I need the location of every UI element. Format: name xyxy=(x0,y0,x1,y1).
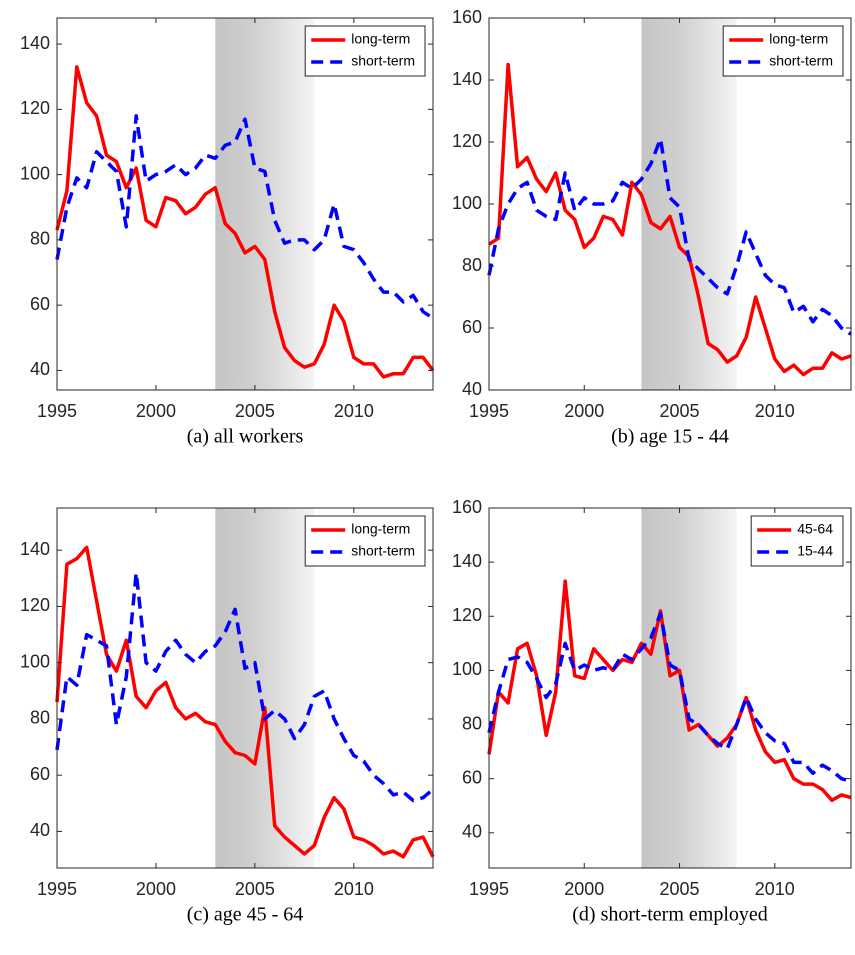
legend-label: short-term xyxy=(351,543,415,559)
x-tick-label: 2005 xyxy=(660,401,700,421)
x-tick-label: 2010 xyxy=(334,401,374,421)
axes-box xyxy=(56,17,434,391)
y-tick-label: 40 xyxy=(30,359,50,379)
series-line xyxy=(55,545,435,859)
y-tick-label: 140 xyxy=(20,539,50,559)
series-line xyxy=(55,65,435,379)
x-tick-label: 2000 xyxy=(136,401,176,421)
legend-box xyxy=(304,515,426,567)
legend-label: long-term xyxy=(769,31,828,47)
series-line xyxy=(487,579,852,803)
legend: 45-64 15-44 xyxy=(750,515,844,567)
y-tick-label: 160 xyxy=(452,7,482,27)
x-tick-label: 2010 xyxy=(755,401,795,421)
legend-label: 45-64 xyxy=(797,521,833,537)
x-tick-label: 2005 xyxy=(235,401,275,421)
x-tick-label: 2010 xyxy=(334,879,374,899)
y-tick-label: 40 xyxy=(30,820,50,840)
y-tick-label: 100 xyxy=(452,193,482,213)
x-tick-label: 2000 xyxy=(136,879,176,899)
caption: (a) all workers xyxy=(187,426,304,448)
y-tick-label: 80 xyxy=(30,229,50,249)
y-tick-label: 120 xyxy=(20,595,50,615)
series-line xyxy=(487,611,852,784)
x-tick-label: 2000 xyxy=(564,401,604,421)
y-tick-label: 140 xyxy=(452,69,482,89)
y-tick-label: 160 xyxy=(452,497,482,517)
x-tick-label: 2000 xyxy=(564,879,604,899)
legend: long-term short-term xyxy=(304,25,426,77)
y-tick-label: 40 xyxy=(462,379,482,399)
legend-box xyxy=(304,25,426,77)
y-tick-label: 140 xyxy=(20,33,50,53)
y-tick-label: 60 xyxy=(462,317,482,337)
axes-box xyxy=(56,507,434,869)
y-tick-label: 100 xyxy=(452,659,482,679)
y-tick-label: 80 xyxy=(462,713,482,733)
y-tick-label: 40 xyxy=(462,822,482,842)
y-tick-label: 60 xyxy=(462,767,482,787)
x-tick-label: 2005 xyxy=(235,879,275,899)
legend-box xyxy=(722,25,844,77)
legend-box xyxy=(750,515,844,567)
y-tick-label: 140 xyxy=(452,551,482,571)
shaded-period xyxy=(215,18,315,390)
y-tick-label: 60 xyxy=(30,764,50,784)
x-tick-label: 1995 xyxy=(469,879,509,899)
y-tick-label: 80 xyxy=(30,708,50,728)
y-tick-label: 120 xyxy=(452,131,482,151)
legend: long-term short-term xyxy=(304,515,426,567)
series-line xyxy=(487,137,852,336)
caption: (b) age 15 - 44 xyxy=(611,426,729,448)
series-line xyxy=(55,570,435,803)
legend-label: short-term xyxy=(351,53,415,69)
shaded-period xyxy=(641,18,737,390)
legend: long-term short-term xyxy=(722,25,844,77)
x-tick-label: 2005 xyxy=(660,879,700,899)
y-tick-label: 120 xyxy=(20,98,50,118)
caption: (c) age 45 - 64 xyxy=(187,904,304,926)
x-tick-label: 2010 xyxy=(755,879,795,899)
series-line xyxy=(488,62,852,377)
x-tick-label: 1995 xyxy=(37,879,77,899)
y-tick-label: 100 xyxy=(20,651,50,671)
y-tick-label: 100 xyxy=(20,163,50,183)
legend-label: 15-44 xyxy=(797,543,833,559)
axes-box xyxy=(488,507,852,869)
shaded-period xyxy=(215,508,315,868)
panel: 1995 2000 2005 2010 40 60 80 100 120 140 (c) age 4… xyxy=(20,507,435,926)
panel: 1995 2000 2005 2010 40 60 80 100 120 140 (a) all w… xyxy=(20,17,435,448)
legend-label: long-term xyxy=(351,521,410,537)
y-tick-label: 60 xyxy=(30,294,50,314)
shaded-period xyxy=(641,508,737,868)
caption: (d) short-term employed xyxy=(572,904,768,926)
y-tick-label: 120 xyxy=(452,605,482,625)
panel: 1995 2000 2005 2010 40 60 80 100 120 140 160 (d) sh… xyxy=(452,497,852,926)
x-tick-label: 1995 xyxy=(37,401,77,421)
legend-label: short-term xyxy=(769,53,833,69)
series-line xyxy=(55,114,434,320)
y-tick-label: 80 xyxy=(462,255,482,275)
x-tick-label: 1995 xyxy=(469,401,509,421)
legend-label: long-term xyxy=(351,31,410,47)
panel: 1995 2000 2005 2010 40 60 80 100 120 140 160 (b) ag… xyxy=(452,7,852,448)
